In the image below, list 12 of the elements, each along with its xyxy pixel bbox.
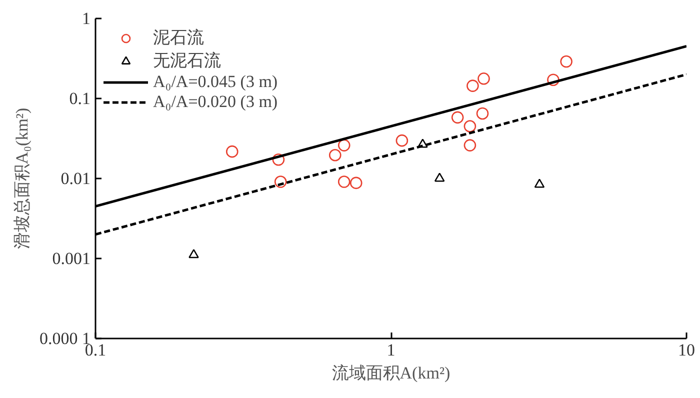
legend-label: A₀/A=0.020 (3 m) [153, 92, 278, 112]
y-tick-label: 1 [82, 9, 90, 28]
y-tick-label: 0.001 [52, 249, 90, 268]
legend-label: A₀/A=0.045 (3 m) [153, 72, 278, 92]
x-tick-label: 1 [386, 340, 396, 360]
x-tick-label: 10 [678, 340, 695, 360]
y-tick-label: 0.1 [69, 89, 90, 108]
y-axis-title: 滑坡总面积A₀(km²) [12, 108, 32, 250]
x-axis-title: 流域面积A(km²) [332, 364, 450, 382]
legend-label: 泥石流 [153, 27, 204, 49]
y-tick-label: 0.01 [60, 169, 90, 188]
legend-label: 无泥石流 [153, 50, 221, 72]
